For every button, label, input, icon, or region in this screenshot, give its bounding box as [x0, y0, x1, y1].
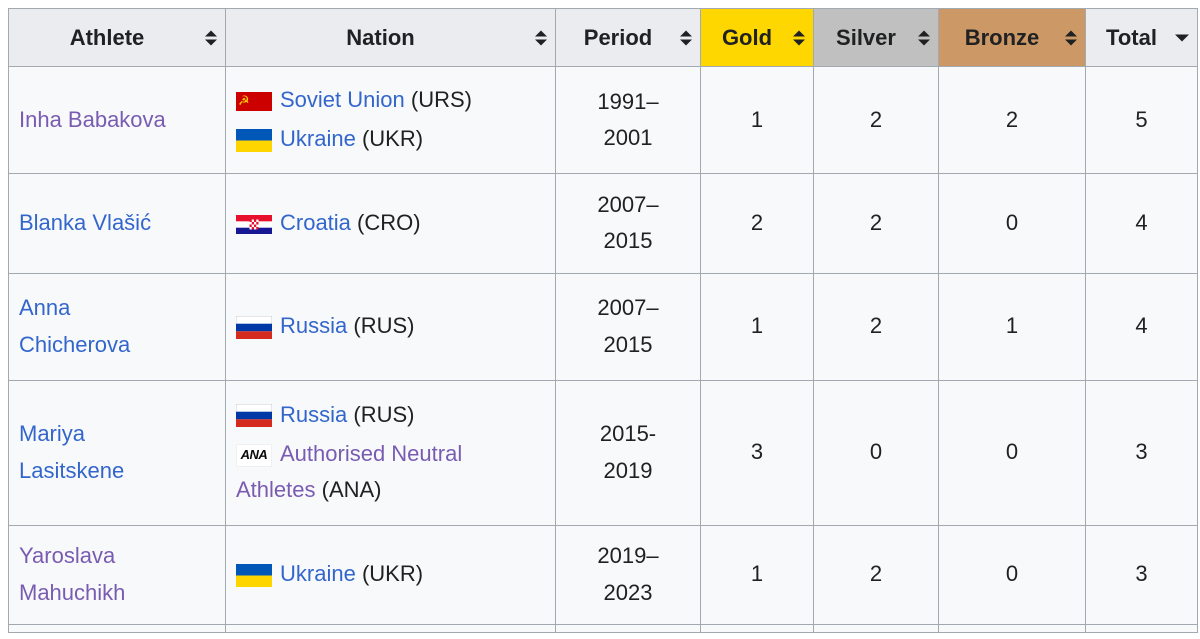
bronze-count: 2: [938, 66, 1086, 174]
sort-both-icon: [205, 30, 217, 45]
column-header-athlete[interactable]: Athlete: [8, 8, 226, 67]
total-count: 3: [1085, 524, 1198, 625]
athlete-link[interactable]: Blanka Vlašić: [19, 209, 152, 235]
athlete-link[interactable]: Yaroslava Mahuchikh: [19, 543, 126, 605]
column-header-label: Gold: [721, 24, 773, 50]
russia-flag-icon: [236, 404, 272, 428]
period-cell: 2019– 2023: [555, 524, 701, 625]
nation-code: (RUS): [353, 401, 415, 427]
gold-count: 1: [700, 66, 814, 174]
table-row: Blanka Vlašić: [8, 172, 1198, 274]
nation-link[interactable]: Ukraine: [280, 126, 356, 152]
ukraine-flag-icon: [236, 128, 272, 152]
silver-count: 2: [813, 172, 939, 274]
gold-count: 2: [700, 172, 814, 274]
nation-link[interactable]: Russia: [280, 313, 348, 339]
silver-count: 2: [813, 524, 939, 625]
nation-code: (ANA): [321, 477, 382, 503]
silver-count: 2: [813, 66, 939, 174]
column-header-label: Nation: [346, 24, 415, 50]
nation-link[interactable]: Soviet Union: [280, 87, 405, 112]
soviet-union-flag-icon: ☭: [236, 91, 272, 111]
period-cell: 2007– 2015: [555, 172, 701, 274]
nation-code: (UKR): [361, 126, 424, 152]
column-header-gold[interactable]: Gold: [700, 8, 814, 67]
column-header-period[interactable]: Period: [555, 8, 701, 67]
column-header-silver[interactable]: Silver: [813, 8, 939, 67]
russia-flag-icon: [236, 316, 272, 340]
nation-code: (CRO): [357, 209, 421, 235]
nation-code: (UKR): [361, 561, 424, 587]
column-header-nation[interactable]: Nation: [225, 8, 556, 67]
bronze-count: 0: [938, 172, 1086, 274]
bronze-count: 0: [938, 524, 1086, 625]
sort-both-icon: [535, 30, 547, 45]
nation-link[interactable]: Croatia: [280, 209, 351, 235]
sort-both-icon: [1065, 30, 1077, 45]
column-header-label: Bronze: [964, 24, 1040, 50]
athlete-link[interactable]: Anna Chicherova: [19, 295, 131, 357]
bronze-count: 1: [938, 272, 1086, 381]
table-row: Mariya Lasitskene Russia (RUS) ANA Author…: [8, 379, 1198, 526]
table-row: Inha Babakova ☭ Soviet Union (URS) Ukrai…: [8, 66, 1198, 174]
column-header-label: Period: [583, 24, 653, 50]
table-row: Yaroslava Mahuchikh Ukraine (UKR) 2019– …: [8, 524, 1198, 625]
total-count: 5: [1085, 66, 1198, 174]
column-header-bronze[interactable]: Bronze: [938, 8, 1086, 67]
gold-count: 3: [700, 379, 814, 526]
athlete-link[interactable]: Mariya Lasitskene: [19, 421, 125, 483]
athlete-link[interactable]: Inha Babakova: [19, 106, 166, 132]
croatia-flag-icon: [236, 214, 272, 234]
nation-code: (URS): [410, 87, 472, 112]
nation-link[interactable]: Russia: [280, 401, 348, 427]
sort-both-icon: [793, 30, 805, 45]
total-count: 4: [1085, 272, 1198, 381]
total-count: 4: [1085, 172, 1198, 274]
gold-count: 1: [700, 524, 814, 625]
header-row: Athlete Nation Period Gold Silver Bronze: [8, 8, 1198, 67]
nation-code: (RUS): [353, 313, 415, 339]
silver-count: 2: [813, 272, 939, 381]
nation-link[interactable]: Ukraine: [280, 561, 356, 587]
nation-link[interactable]: Authorised Neutral Athletes: [236, 440, 463, 503]
bronze-count: 0: [938, 379, 1086, 526]
column-header-label: Silver: [836, 24, 896, 50]
svg-text:☭: ☭: [238, 94, 250, 109]
column-header-total[interactable]: Total: [1085, 8, 1198, 67]
gold-count: 1: [700, 272, 814, 381]
period-cell: 1991– 2001: [555, 66, 701, 174]
total-count: 3: [1085, 379, 1198, 526]
sort-descending-icon: [1175, 34, 1189, 41]
column-header-label: Athlete: [69, 24, 145, 50]
silver-count: 0: [813, 379, 939, 526]
sort-both-icon: [918, 30, 930, 45]
authorised-neutral-athletes-logo-icon: ANA: [236, 443, 272, 467]
ukraine-flag-icon: [236, 564, 272, 588]
period-cell: 2007– 2015: [555, 272, 701, 381]
column-header-label: Total: [1106, 24, 1157, 50]
table-row: Anna Chicherova Russia (RUS) 2007– 2015 …: [8, 272, 1198, 381]
period-cell: 2015- 2019: [555, 379, 701, 526]
sort-both-icon: [680, 30, 692, 45]
medal-table: Athlete Nation Period Gold Silver Bronze: [8, 8, 1200, 633]
